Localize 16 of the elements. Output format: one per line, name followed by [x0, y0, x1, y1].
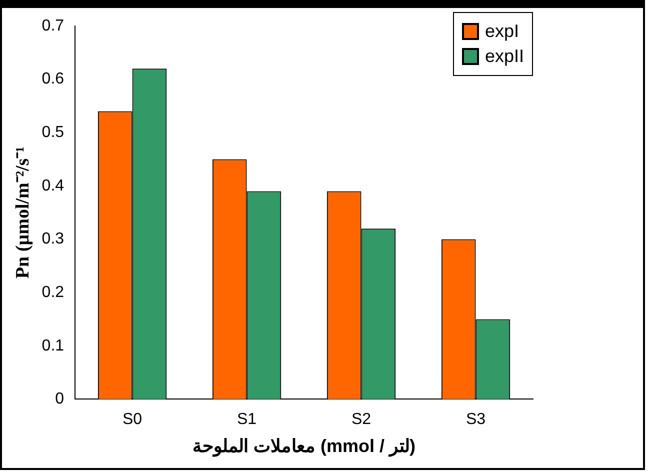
x-tick-label: S2 [351, 411, 372, 428]
y-tick-label: 0.4 [42, 177, 64, 194]
y-tick-label: 0.5 [42, 124, 64, 142]
y-tick-label: 0 [55, 390, 64, 408]
y-tick-label: 0.1 [42, 337, 64, 354]
legend-label: expII [484, 46, 524, 67]
y-tick-label: 0.2 [42, 284, 64, 301]
y-axis-title: Pn (µmol/m⁻²/s⁻¹ [12, 146, 34, 279]
x-tick-label: S3 [466, 411, 486, 428]
y-tick-label: 0.3 [42, 230, 64, 248]
x-tick-label: S1 [236, 411, 257, 428]
x-tick-label: S0 [122, 411, 142, 428]
legend-label: expI [484, 21, 519, 42]
y-tick-label: 0.6 [42, 70, 64, 88]
x-axis-title: معاملات الملوحة (mmol / لتر) [192, 436, 416, 458]
y-tick-label: 0.7 [42, 17, 64, 34]
